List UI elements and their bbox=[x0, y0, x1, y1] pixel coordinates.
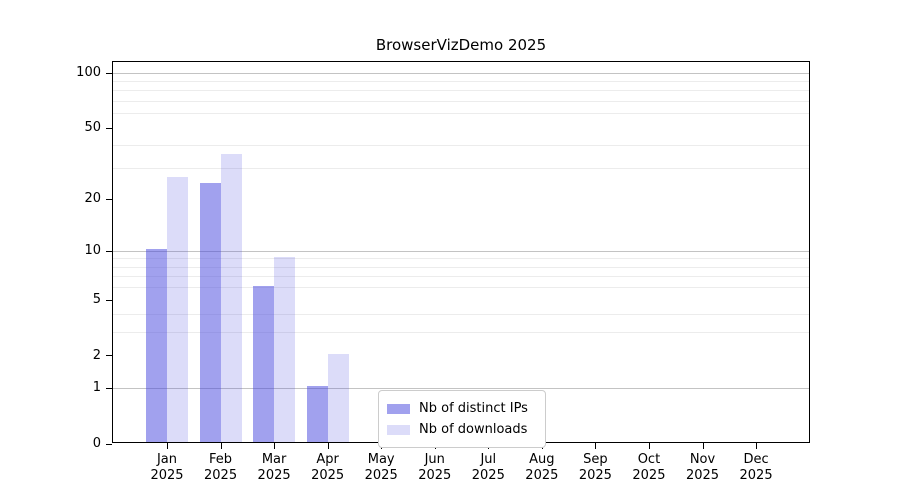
y-axis-tick bbox=[106, 355, 112, 357]
y-gridline-minor bbox=[113, 145, 809, 147]
bar-distinct-ips-apr bbox=[306, 386, 328, 442]
legend-label-distinct-ips: Nb of distinct IPs bbox=[419, 401, 528, 416]
y-tick-label: 100 bbox=[76, 65, 101, 81]
y-axis-tick bbox=[106, 198, 112, 200]
plot-area: 0 1 2 5 10 20 50 100 Jan 2025 Feb 2025 Mar 2025 Apr… bbox=[76, 61, 810, 483]
bar-downloads-mar bbox=[274, 256, 296, 442]
y-gridline-minor bbox=[113, 100, 809, 102]
x-tick-label: Feb 2025 bbox=[204, 452, 238, 483]
x-tick-label: Aug 2025 bbox=[525, 452, 559, 483]
legend-label-downloads: Nb of downloads bbox=[419, 422, 528, 437]
y-axis-tick bbox=[106, 443, 112, 445]
x-tick-label: May 2025 bbox=[364, 452, 398, 483]
x-tick-label: Apr 2025 bbox=[311, 452, 345, 483]
x-tick-label: Jul 2025 bbox=[471, 452, 505, 483]
x-axis-tick bbox=[220, 443, 222, 449]
y-axis-tick bbox=[106, 72, 112, 74]
y-tick-label: 50 bbox=[84, 120, 101, 136]
x-tick-label: Jun 2025 bbox=[418, 452, 452, 483]
x-axis-tick bbox=[167, 443, 168, 449]
x-axis-tick bbox=[327, 443, 329, 449]
bar-downloads-jan bbox=[167, 177, 188, 442]
x-tick-label: Jan 2025 bbox=[150, 452, 184, 483]
y-axis-tick bbox=[106, 299, 112, 301]
y-axis-tick bbox=[106, 387, 112, 389]
y-tick-label: 20 bbox=[84, 191, 101, 207]
y-axis-tick bbox=[106, 250, 112, 252]
x-tick-label: Sep 2025 bbox=[578, 452, 612, 483]
bar-downloads-apr bbox=[327, 353, 349, 442]
bar-distinct-ips-jan bbox=[146, 249, 167, 442]
x-axis-tick bbox=[702, 443, 704, 449]
y-tick-label: 10 bbox=[84, 243, 101, 259]
x-tick-label: Dec 2025 bbox=[739, 452, 773, 483]
y-gridline-major bbox=[113, 72, 809, 74]
legend-swatch-distinct-ips bbox=[387, 403, 410, 414]
bar-distinct-ips-mar bbox=[253, 285, 275, 442]
y-tick-label: 5 bbox=[92, 292, 101, 307]
legend: Nb of distinct IPs Nb of downloads bbox=[378, 390, 546, 448]
bar-downloads-feb bbox=[220, 154, 242, 442]
y-gridline-minor bbox=[113, 90, 809, 92]
y-tick-label: 2 bbox=[92, 347, 101, 363]
chart-title: BrowserVizDemo 2025 bbox=[375, 36, 547, 54]
legend-item-downloads: Nb of downloads bbox=[387, 419, 535, 440]
x-axis-tick bbox=[648, 443, 650, 449]
legend-swatch-downloads bbox=[387, 424, 410, 435]
x-axis-tick bbox=[595, 443, 597, 449]
bar-distinct-ips-feb bbox=[199, 183, 221, 442]
x-tick-label: Oct 2025 bbox=[632, 452, 666, 483]
y-axis-tick bbox=[106, 127, 112, 129]
legend-item-distinct-ips: Nb of distinct IPs bbox=[387, 398, 535, 419]
x-axis-tick bbox=[756, 443, 758, 449]
y-gridline-minor bbox=[113, 113, 809, 115]
x-tick-label: Nov 2025 bbox=[685, 452, 720, 483]
x-axis-tick bbox=[274, 443, 276, 449]
y-tick-label: 0 bbox=[92, 436, 101, 451]
y-gridline-minor bbox=[113, 167, 809, 169]
y-gridline-minor bbox=[113, 81, 809, 82]
x-tick-label: Mar 2025 bbox=[257, 452, 291, 483]
y-tick-label: 1 bbox=[92, 380, 101, 396]
